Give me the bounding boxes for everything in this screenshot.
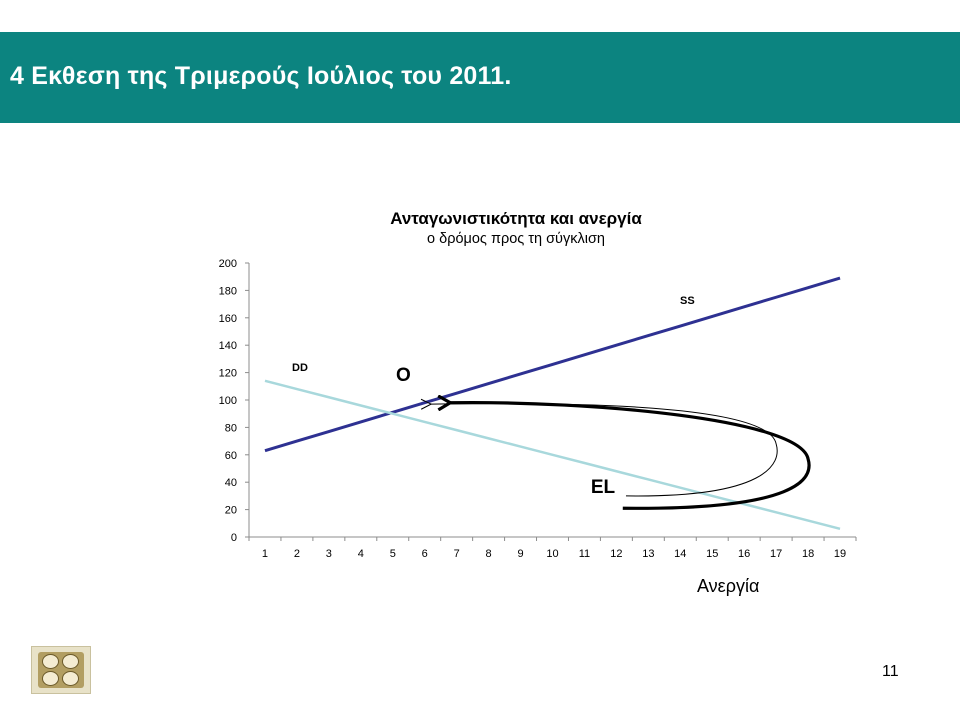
y-tick-label: 40 (225, 477, 237, 489)
series-label-dd: DD (292, 362, 308, 374)
series-line-ss (264, 276, 841, 453)
x-tick-label: 6 (422, 548, 428, 560)
x-tick-label: 18 (802, 548, 814, 560)
y-tick-label: 20 (225, 505, 237, 517)
x-tick-label: 11 (579, 548, 590, 560)
x-tick-label: 9 (517, 548, 523, 560)
x-tick-label: 12 (610, 548, 622, 560)
x-tick-label: 3 (326, 548, 332, 560)
slide-title: 4 Εκθεση της Τριμερούς Ιούλιος του 2011. (10, 62, 512, 90)
x-tick-label: 15 (706, 548, 718, 560)
x-tick-label: 1 (262, 548, 268, 560)
series-label-ss: SS (680, 295, 695, 307)
x-tick-label: 14 (674, 548, 686, 560)
iobe-logo-icon (31, 646, 91, 694)
chart-title: Ανταγωνιστικότητα και ανεργία (390, 209, 642, 228)
y-tick-label: 0 (231, 532, 237, 544)
alt-path-arrow (431, 404, 778, 497)
y-tick-label: 60 (225, 450, 237, 462)
y-tick-label: 140 (219, 340, 237, 352)
x-tick-label: 13 (642, 548, 654, 560)
annotation-el: EL (591, 477, 616, 498)
annotation-o: O (396, 365, 411, 386)
y-tick-label: 200 (219, 258, 237, 270)
y-tick-label: 160 (219, 313, 237, 325)
x-axis-label: Ανεργία (697, 576, 760, 596)
x-tick-label: 2 (294, 548, 300, 560)
header-band (0, 32, 960, 123)
x-tick-label: 4 (358, 548, 364, 560)
x-tick-label: 16 (738, 548, 750, 560)
x-tick-label: 10 (546, 548, 558, 560)
chart-subtitle: ο δρόμος προς τη σύγκλιση (427, 231, 605, 247)
x-tick-label: 8 (486, 548, 492, 560)
y-tick-label: 80 (225, 422, 237, 434)
x-tick-label: 19 (834, 548, 846, 560)
page-number: 11 (882, 663, 899, 680)
y-tick-label: 120 (219, 368, 237, 380)
x-tick-label: 17 (770, 548, 782, 560)
x-tick-label: 7 (454, 548, 460, 560)
series-line-dd (264, 379, 841, 530)
y-tick-label: 100 (219, 395, 237, 407)
y-tick-label: 180 (219, 285, 237, 297)
x-tick-label: 5 (390, 548, 396, 560)
main-path-arrow (450, 403, 811, 510)
